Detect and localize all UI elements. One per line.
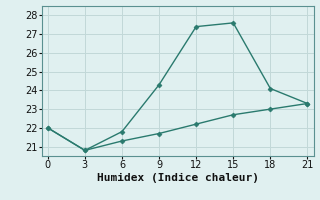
- X-axis label: Humidex (Indice chaleur): Humidex (Indice chaleur): [97, 173, 259, 183]
